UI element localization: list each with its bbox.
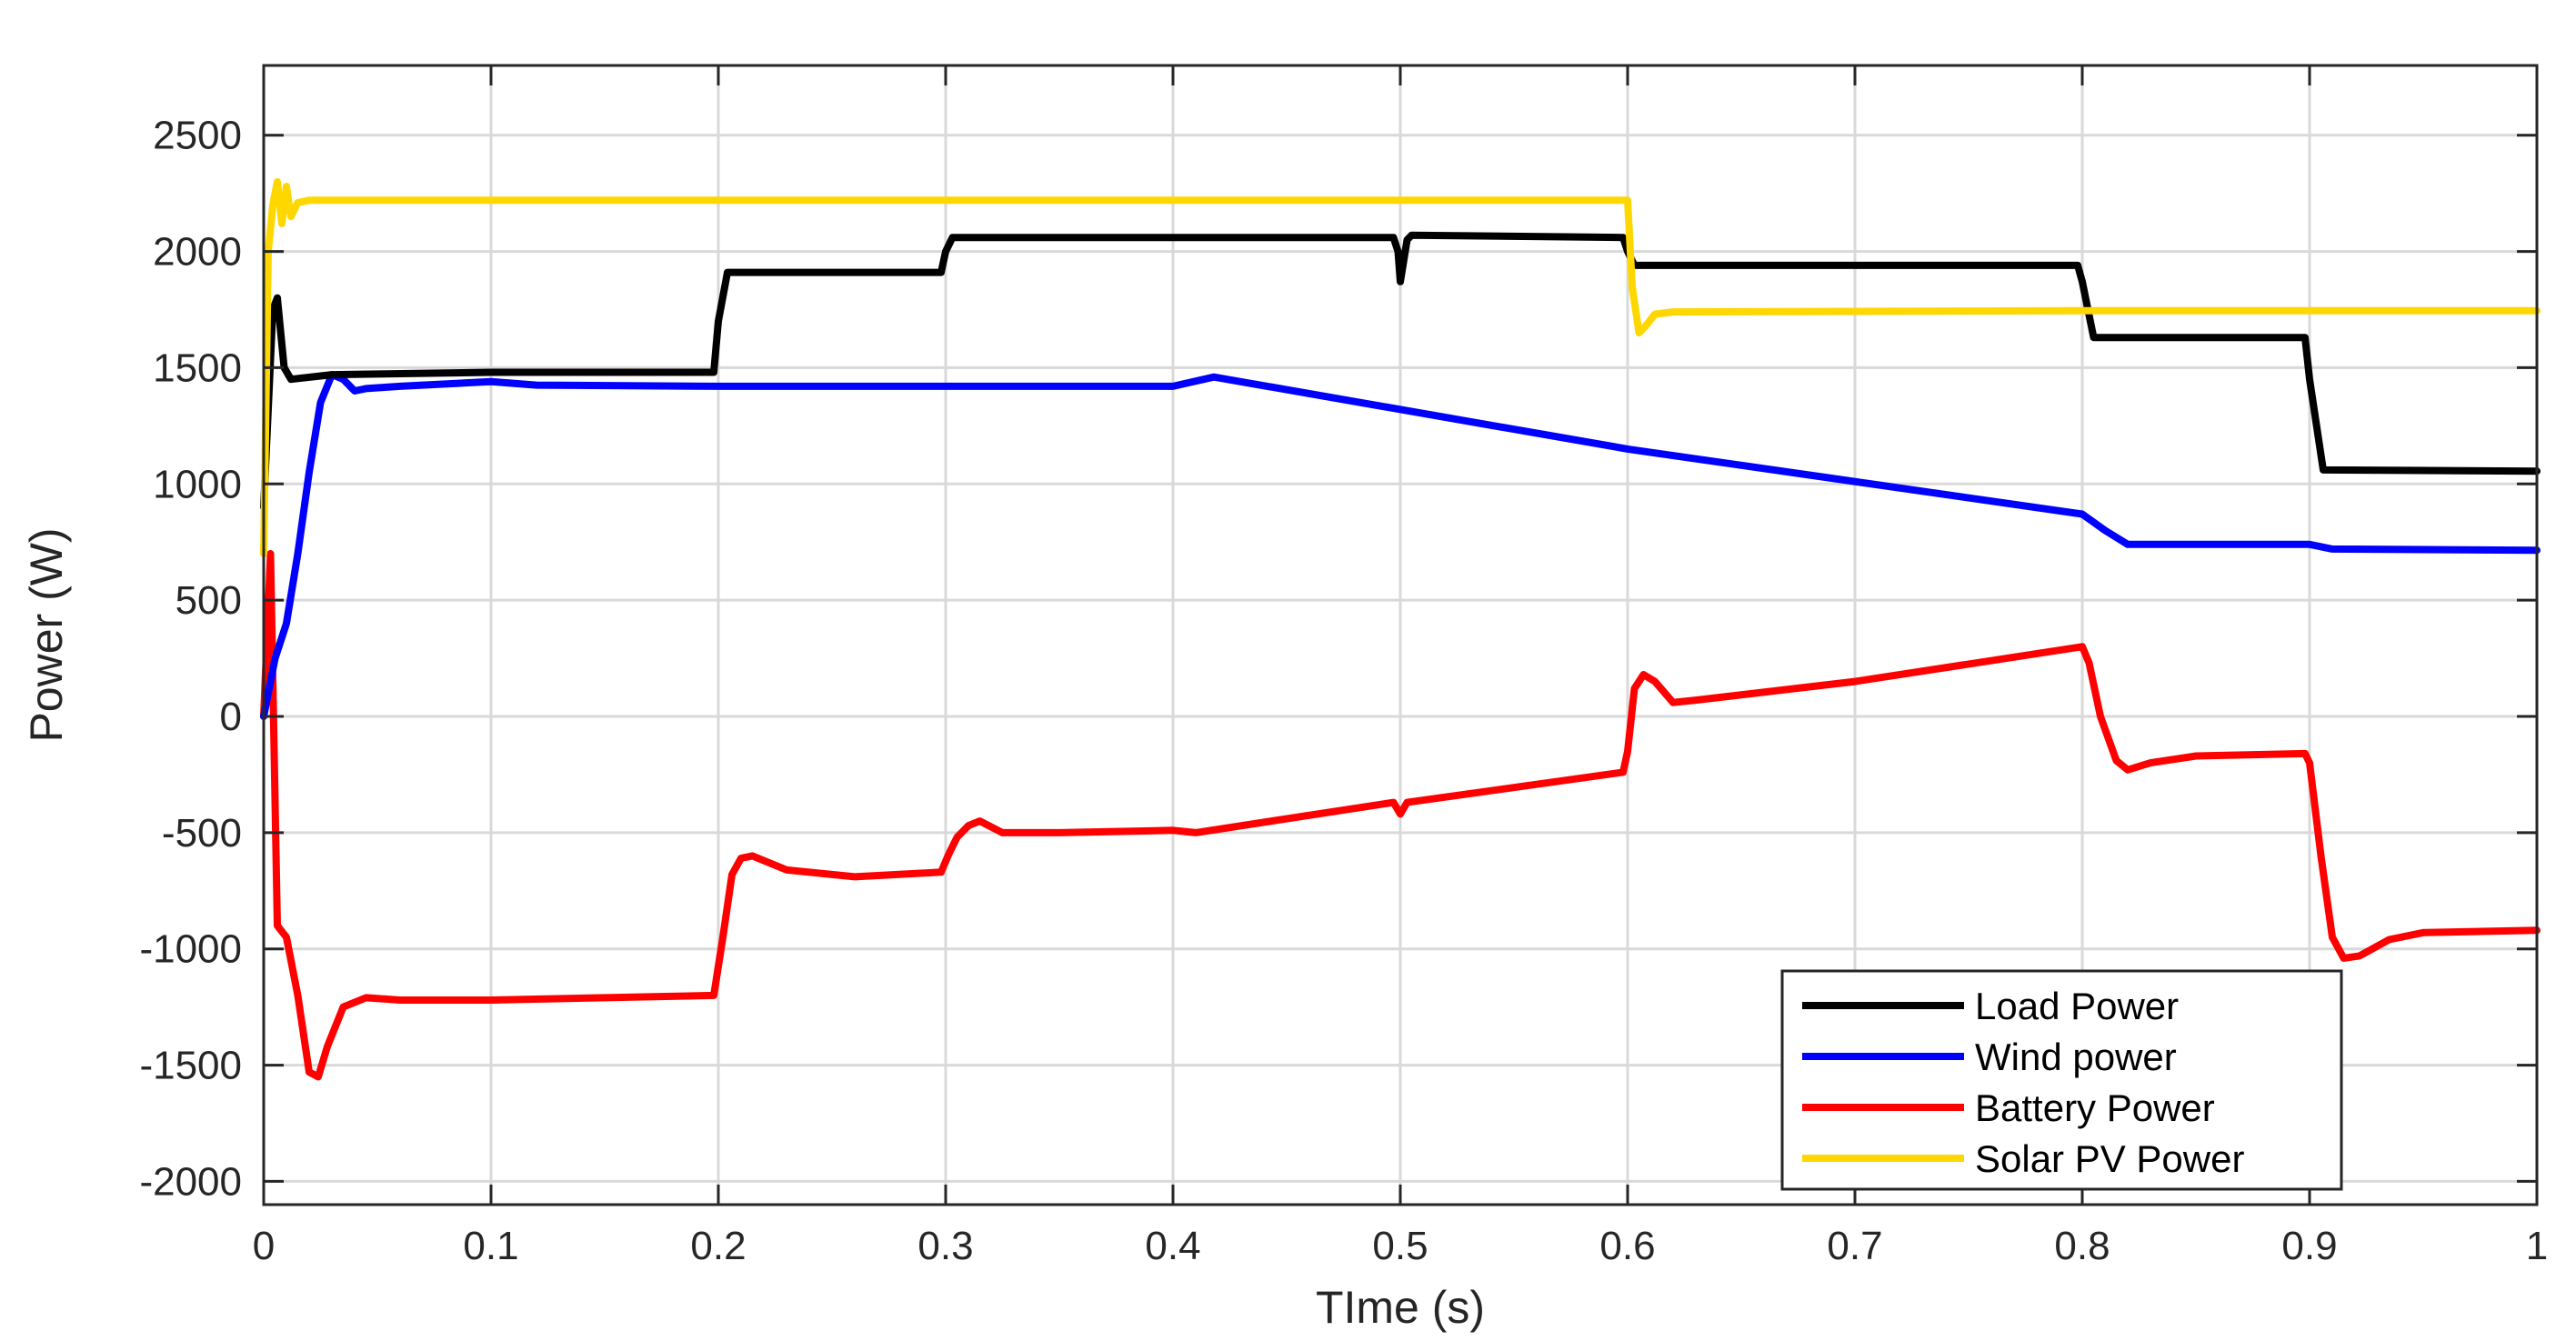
ticks: 0 0.1 0.2 0.3 0.4 0.5 0.6 0.7 0.8 0.9 1 -2000 -1500 -… bbox=[139, 65, 2548, 1268]
y-tick-label: 1000 bbox=[153, 462, 242, 506]
y-tick-label: -500 bbox=[162, 811, 242, 856]
legend-label: Battery Power bbox=[1975, 1086, 2215, 1129]
y-tick-label: 2500 bbox=[153, 114, 242, 158]
y-tick-label: -1000 bbox=[139, 927, 242, 972]
x-tick-label: 0.7 bbox=[1827, 1224, 1882, 1268]
x-tick-label: 0.3 bbox=[917, 1224, 973, 1268]
series-line-battery-power bbox=[260, 550, 2541, 1081]
y-tick-label: 0 bbox=[220, 695, 242, 739]
x-tick-label: 1 bbox=[2526, 1224, 2548, 1268]
y-tick-label: 500 bbox=[175, 578, 242, 623]
x-tick-label: 0.5 bbox=[1372, 1224, 1428, 1268]
series-line-solar-pv-power bbox=[260, 177, 2541, 557]
y-tick-label: -1500 bbox=[139, 1044, 242, 1088]
y-tick-label: -2000 bbox=[139, 1159, 242, 1204]
y-axis-label: Power (W) bbox=[21, 527, 72, 742]
x-tick-label: 0.4 bbox=[1145, 1224, 1200, 1268]
legend-label: Load Power bbox=[1975, 985, 2179, 1027]
x-tick-label: 0.2 bbox=[690, 1224, 746, 1268]
series-layer bbox=[260, 177, 2541, 1081]
x-tick-label: 0.1 bbox=[463, 1224, 518, 1268]
x-axis-label: TIme (s) bbox=[1316, 1282, 1485, 1333]
x-tick-label: 0.8 bbox=[2054, 1224, 2110, 1268]
y-tick-label: 1500 bbox=[153, 345, 242, 390]
x-tick-label: 0.9 bbox=[2281, 1224, 2337, 1268]
x-tick-label: 0 bbox=[253, 1224, 275, 1268]
legend-label: Wind power bbox=[1975, 1036, 2177, 1078]
series-line-wind-power bbox=[260, 371, 2541, 720]
x-tick-label: 0.6 bbox=[1599, 1224, 1655, 1268]
y-tick-label: 2000 bbox=[153, 230, 242, 275]
legend: Load Power Wind power Battery Power Solar P… bbox=[1780, 969, 2343, 1191]
legend-label: Solar PV Power bbox=[1975, 1137, 2244, 1180]
